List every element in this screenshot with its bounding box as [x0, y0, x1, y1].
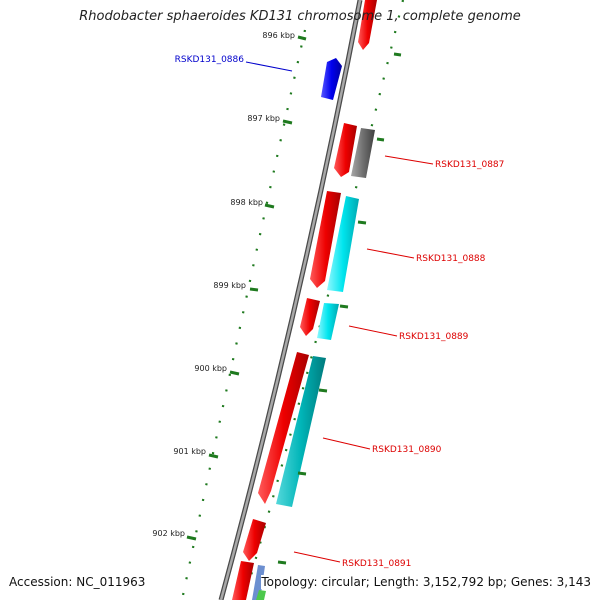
cds-feature-partial-bottom — [232, 561, 254, 600]
cog-feature-partial-bottom-green — [256, 590, 266, 600]
leader-line-0891 — [293, 551, 341, 563]
gene-label-rskd131-0891[interactable]: RSKD131_0891 — [342, 559, 411, 569]
leader-line-0888 — [366, 248, 415, 259]
gene-labels[interactable]: RSKD131_0886 RSKD131_0887 RSKD131_0888 R… — [175, 55, 505, 569]
tick-labels: 896 kbp 897 kbp 898 kbp 899 kbp 900 kbp … — [152, 31, 295, 538]
leader-line-0887 — [384, 155, 434, 165]
tick-label: 896 kbp — [262, 31, 295, 40]
cds-feature-rskd131-0888 — [310, 191, 341, 288]
leader-line-0889 — [348, 325, 398, 337]
gene-label-rskd131-0890[interactable]: RSKD131_0890 — [372, 445, 442, 455]
right-tick-marks — [277, 52, 402, 565]
tick-label: 902 kbp — [152, 529, 185, 538]
genome-backbone — [218, 0, 363, 600]
gene-label-rskd131-0887[interactable]: RSKD131_0887 — [435, 160, 504, 170]
accession-text: Accession: NC_011963 — [9, 575, 146, 589]
tick-marks — [186, 35, 307, 541]
gene-label-rskd131-0886[interactable]: RSKD131_0886 — [175, 55, 245, 65]
cog-feature-0890-teal — [276, 356, 326, 507]
cds-feature-rskd131-0887 — [334, 123, 357, 177]
tick-label: 899 kbp — [213, 281, 246, 290]
cds-feature-rskd131-0891 — [243, 519, 266, 561]
cog-feature-0888 — [327, 196, 359, 292]
cog-feature-0887 — [351, 128, 375, 178]
genome-backbone-highlight — [219, 0, 362, 600]
cds-feature-partial-top — [358, 0, 377, 50]
cog-feature-partial-bottom-blue — [252, 565, 265, 600]
gene-label-rskd131-0888[interactable]: RSKD131_0888 — [416, 254, 486, 264]
cds-feature-rskd131-0889 — [300, 298, 320, 336]
tick-label: 898 kbp — [230, 198, 263, 207]
map-title: Rhodobacter sphaeroides KD131 chromosome… — [79, 9, 521, 24]
cog-feature-0889 — [317, 303, 339, 340]
tick-label: 897 kbp — [247, 114, 280, 123]
topology-summary: Topology: circular; Length: 3,152,792 bp… — [261, 575, 591, 589]
tick-label: 900 kbp — [194, 364, 227, 373]
gene-label-rskd131-0889[interactable]: RSKD131_0889 — [399, 332, 469, 342]
cds-feature-rskd131-0886 — [321, 58, 342, 100]
tick-label: 901 kbp — [173, 447, 206, 456]
leader-line-0890 — [322, 437, 371, 450]
cds-feature-rskd131-0890 — [258, 352, 309, 504]
leader-line-0886 — [245, 61, 293, 72]
